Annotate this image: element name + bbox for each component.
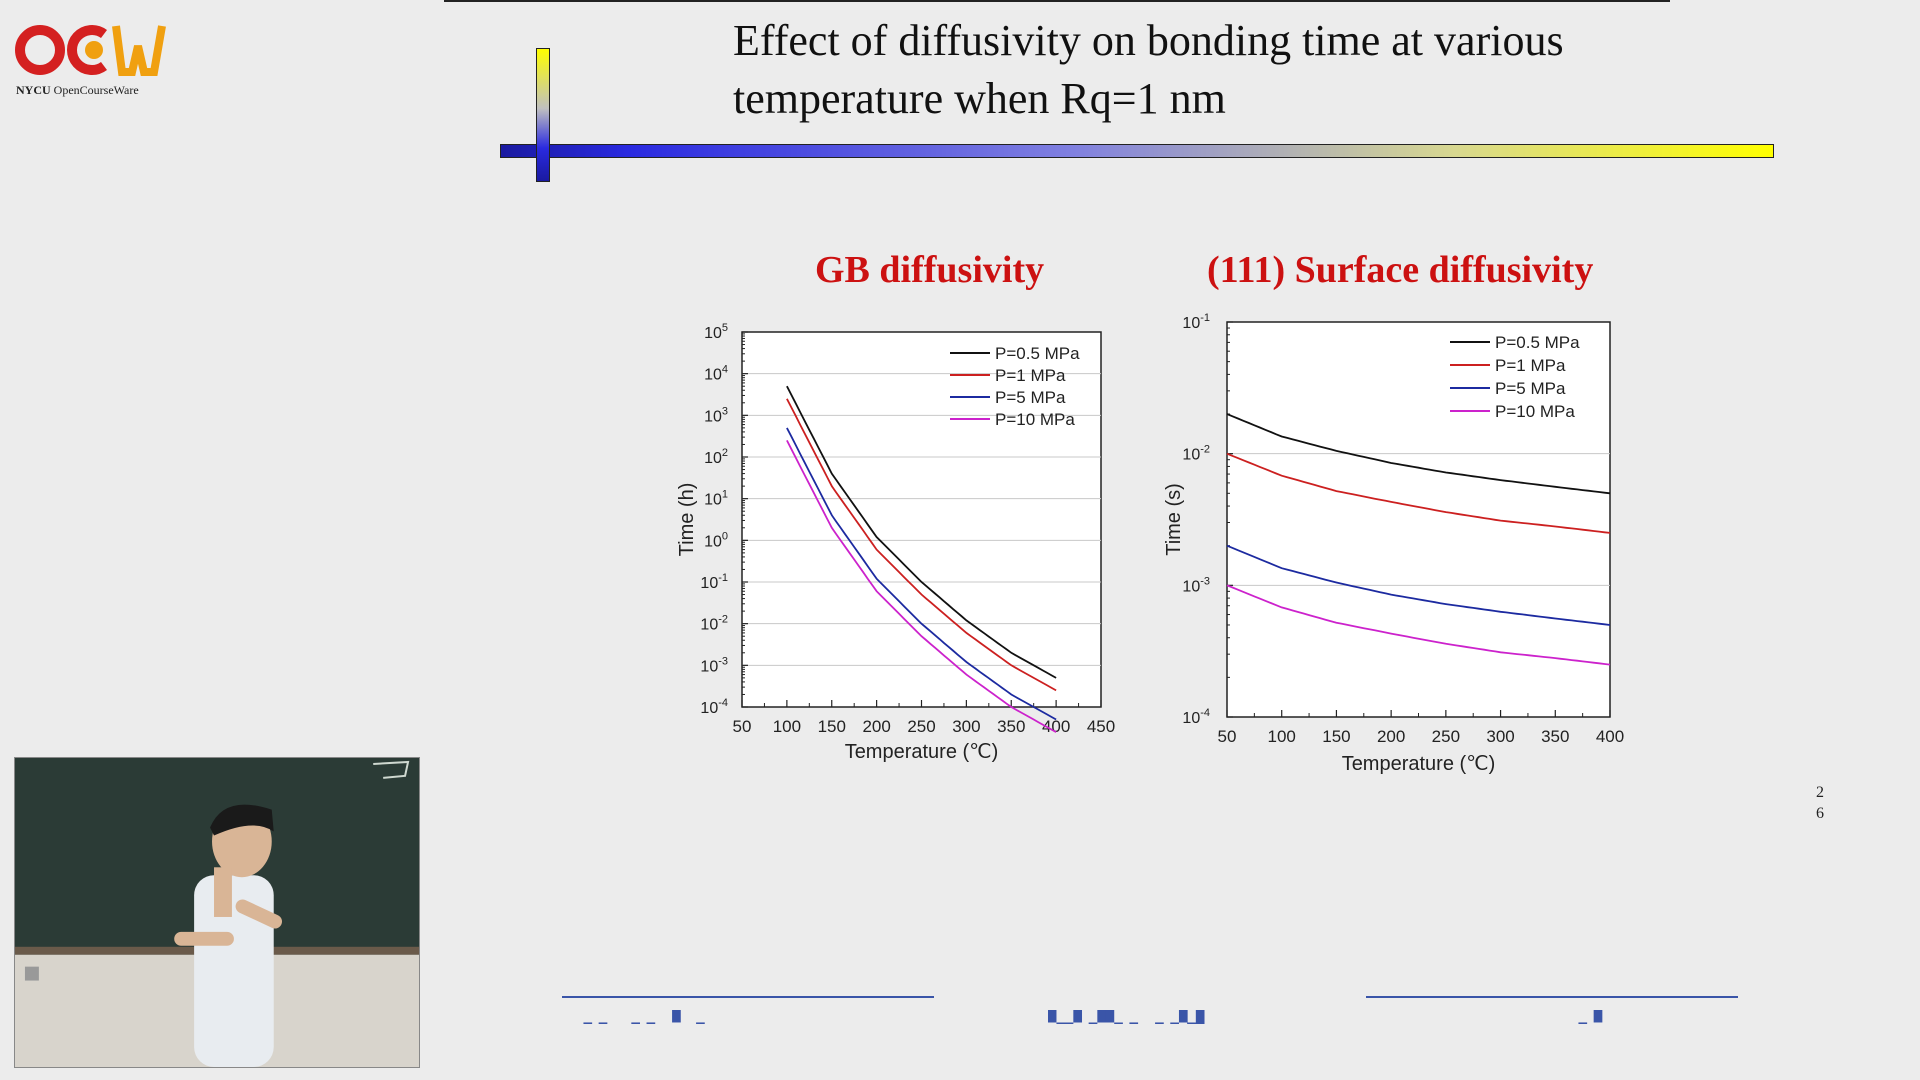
x-tick-label-surface: 100 (1268, 727, 1296, 746)
y-tick-label-surface: 10-3 (1182, 575, 1210, 595)
lecturer-video (14, 757, 420, 1068)
series-line-gb-0 (786, 385, 1057, 679)
legend-label-gb-0: P=0.5 MPa (995, 344, 1080, 363)
y-tick-label-gb: 105 (704, 322, 728, 342)
slide-title-line1: Effect of diffusivity on bonding time at… (733, 16, 1564, 65)
x-tick-label-surface: 400 (1596, 727, 1624, 746)
y-tick-label-surface: 10-2 (1182, 444, 1210, 464)
x-tick-label-gb: 450 (1087, 717, 1115, 736)
logo-brand: NYCU (16, 83, 51, 97)
y-tick-label-gb: 100 (704, 530, 728, 550)
x-tick-label-gb: 150 (818, 717, 846, 736)
legend-label-gb-2: P=5 MPa (995, 388, 1066, 407)
legend-label-surface-3: P=10 MPa (1495, 402, 1575, 421)
footer-line-right (1366, 996, 1738, 998)
legend-label-surface-2: P=5 MPa (1495, 379, 1566, 398)
series-line-surface-0 (1226, 413, 1611, 495)
title-decoration-bar (500, 144, 1774, 158)
chart-surface: 10-1 10-2 10-3 10-4 50 100 150 200 250 300 350 400 T… (1163, 312, 1624, 775)
x-tick-label-surface: 50 (1218, 727, 1237, 746)
x-axis-label-gb: Temperature (℃) (845, 741, 999, 763)
y-tick-label-gb: 104 (704, 364, 728, 384)
page-number: 2 6 (1814, 782, 1826, 824)
legend-label-surface-0: P=0.5 MPa (1495, 333, 1580, 352)
plot-frame-surface (1226, 321, 1611, 718)
x-tick-label-gb: 200 (862, 717, 890, 736)
x-tick-label-gb: 50 (733, 717, 752, 736)
ocw-logo (15, 25, 166, 76)
chart-title-gb: GB diffusivity (815, 249, 1045, 291)
x-tick-label-gb: 300 (952, 717, 980, 736)
x-tick-label-surface: 350 (1541, 727, 1569, 746)
y-tick-label-gb: 102 (704, 447, 728, 467)
footer-text-left: ▗ ▖ ▗ ▖▝ ▗ (575, 1011, 705, 1024)
x-tick-label-surface: 250 (1432, 727, 1460, 746)
y-tick-label-gb: 10-3 (700, 655, 728, 675)
series-line-gb-1 (786, 398, 1057, 692)
series-line-surface-3 (1226, 584, 1611, 666)
x-tick-label-surface: 200 (1377, 727, 1405, 746)
slide-title-line2: temperature when Rq=1 nm (733, 74, 1226, 123)
y-tick-label-gb: 10-1 (700, 572, 728, 592)
page-number-line2: 6 (1816, 805, 1824, 822)
chart-gb: 105 104 103 102 101 100 10-1 10-2 10-3 10-4 50 100 1… (676, 322, 1115, 763)
legend-label-surface-1: P=1 MPa (1495, 356, 1566, 375)
x-tick-label-surface: 150 (1322, 727, 1350, 746)
y-tick-label-gb: 103 (704, 405, 728, 425)
x-tick-label-surface: 300 (1486, 727, 1514, 746)
footer-line-left (562, 996, 934, 998)
x-tick-label-gb: 250 (907, 717, 935, 736)
y-tick-label-surface: 10-1 (1182, 312, 1210, 332)
x-axis-label-surface: Temperature (℃) (1342, 753, 1496, 775)
series-line-surface-1 (1226, 452, 1611, 534)
page-number-line1: 2 (1816, 784, 1824, 801)
series-line-gb-3 (786, 439, 1057, 733)
logo-caption: NYCU OpenCourseWare (16, 83, 139, 98)
y-axis-label-gb: Time (h) (676, 483, 698, 557)
footer-text-center: ▚▞ ▞▚ ▖▗ ▞▟ (1048, 1011, 1205, 1024)
series-line-gb-2 (786, 427, 1057, 721)
legend-label-gb-3: P=10 MPa (995, 410, 1075, 429)
y-tick-label-gb: 10-4 (700, 697, 728, 717)
x-tick-label-gb: 350 (997, 717, 1025, 736)
y-tick-label-surface: 10-4 (1182, 707, 1210, 727)
x-tick-label-gb: 100 (773, 717, 801, 736)
top-rule (444, 0, 1670, 2)
slide-title: Effect of diffusivity on bonding time at… (733, 12, 1733, 128)
y-axis-label-surface: Time (s) (1163, 483, 1185, 556)
x-tick-label-gb: 400 (1042, 717, 1070, 736)
y-tick-label-gb: 101 (704, 489, 728, 509)
title-decoration-vbar (536, 48, 550, 182)
logo-caption-text: OpenCourseWare (53, 83, 139, 97)
y-tick-label-gb: 10-2 (700, 614, 728, 634)
chart-title-surface: (111) Surface diffusivity (1207, 249, 1594, 291)
legend-label-gb-1: P=1 MPa (995, 366, 1066, 385)
series-line-surface-2 (1226, 544, 1611, 626)
footer-text-right: ▗ ▘ ▗▝ (1570, 1011, 1611, 1024)
plot-frame-gb (741, 331, 1102, 708)
